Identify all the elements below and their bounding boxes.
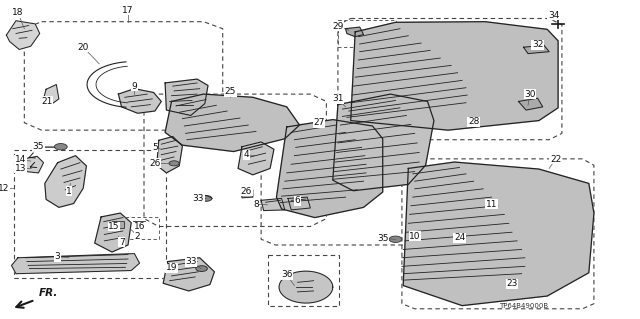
Text: 10: 10 (409, 232, 420, 241)
Polygon shape (95, 213, 131, 252)
Polygon shape (276, 120, 383, 218)
Bar (112, 221, 124, 228)
Polygon shape (261, 198, 285, 211)
Text: 14: 14 (15, 155, 26, 164)
Text: 34: 34 (548, 11, 559, 20)
Circle shape (196, 266, 207, 271)
Polygon shape (242, 190, 253, 198)
Text: 2: 2 (135, 232, 140, 241)
Polygon shape (524, 45, 549, 54)
Circle shape (169, 161, 179, 166)
Polygon shape (24, 156, 44, 173)
Text: 18: 18 (12, 8, 24, 17)
Polygon shape (351, 22, 558, 130)
Polygon shape (12, 254, 140, 274)
Polygon shape (518, 98, 543, 110)
Text: 5: 5 (152, 143, 157, 152)
Text: 13: 13 (15, 164, 26, 173)
Text: 8: 8 (253, 200, 259, 209)
Polygon shape (346, 27, 364, 37)
Text: 33: 33 (193, 194, 204, 203)
Text: 12: 12 (0, 184, 10, 193)
Text: 19: 19 (166, 263, 177, 272)
Text: 4: 4 (244, 150, 249, 159)
Text: 35: 35 (377, 234, 388, 243)
Text: TP64B49000B: TP64B49000B (499, 303, 548, 309)
Text: 7: 7 (119, 238, 124, 247)
Polygon shape (279, 271, 333, 303)
Polygon shape (165, 79, 208, 115)
Text: 21: 21 (41, 97, 52, 106)
Polygon shape (118, 89, 161, 113)
Text: 16: 16 (134, 222, 145, 231)
Text: 15: 15 (108, 222, 120, 231)
Text: 22: 22 (550, 155, 561, 164)
Text: FR.: FR. (38, 288, 58, 298)
Text: 24: 24 (454, 233, 465, 242)
Text: 28: 28 (468, 117, 479, 126)
Text: 29: 29 (332, 22, 344, 31)
Text: 36: 36 (281, 271, 292, 279)
Text: 25: 25 (225, 87, 236, 96)
Text: 20: 20 (77, 43, 89, 52)
Polygon shape (44, 85, 59, 105)
Text: 9: 9 (132, 82, 137, 91)
Text: 11: 11 (486, 200, 497, 209)
Circle shape (200, 196, 212, 201)
Polygon shape (238, 142, 274, 175)
Circle shape (54, 144, 67, 150)
Text: 3: 3 (55, 252, 60, 261)
Polygon shape (45, 156, 86, 207)
Text: 1: 1 (67, 187, 72, 196)
Polygon shape (157, 137, 182, 173)
Polygon shape (288, 197, 310, 210)
Circle shape (389, 236, 402, 242)
Text: 26: 26 (241, 187, 252, 196)
Text: 30: 30 (524, 90, 536, 99)
Text: 31: 31 (332, 94, 344, 103)
Polygon shape (403, 162, 594, 306)
Text: 33: 33 (185, 257, 196, 266)
Text: 17: 17 (122, 6, 134, 15)
Text: 35: 35 (33, 142, 44, 151)
Text: 6: 6 (295, 197, 300, 205)
Text: 26: 26 (149, 159, 161, 168)
Text: 27: 27 (313, 118, 324, 127)
Bar (133, 221, 145, 228)
Polygon shape (6, 21, 40, 49)
Text: 23: 23 (506, 279, 518, 288)
Polygon shape (165, 94, 300, 152)
Polygon shape (333, 94, 434, 191)
Polygon shape (163, 258, 214, 291)
Text: 32: 32 (532, 40, 543, 49)
